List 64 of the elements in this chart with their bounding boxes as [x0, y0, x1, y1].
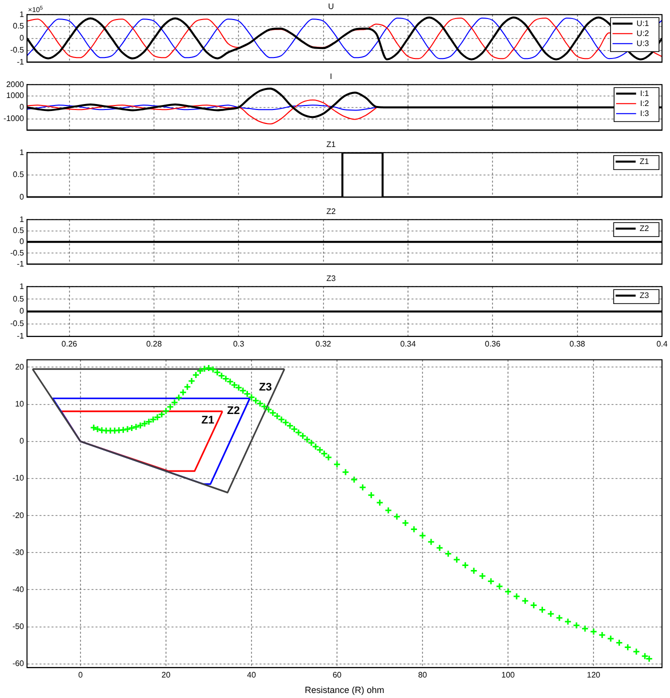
y-tick-label: 0 — [20, 102, 25, 112]
x-tick-label: 0.26 — [62, 339, 78, 348]
series-label: Z2 — [227, 405, 240, 418]
legend-label: Z3 — [640, 290, 650, 300]
y-tick-label: -0.5 — [10, 319, 25, 328]
chart-title: I — [330, 72, 332, 82]
y-tick-label: 10 — [15, 400, 25, 409]
y-tick-label: 0.5 — [12, 22, 25, 31]
y-tick-label: -50 — [12, 622, 25, 632]
y-tick-label: 0 — [20, 237, 25, 246]
y-tick-label: -0.5 — [10, 248, 25, 258]
legend-label: I:2 — [640, 98, 650, 108]
y-tick-label: 0 — [20, 192, 25, 202]
y-tick-label: 1 — [20, 214, 25, 224]
x-tick-label: 100 — [501, 670, 516, 680]
legend-label: U:3 — [636, 38, 650, 48]
y-tick-label: 1000 — [6, 91, 25, 100]
series-label: Z3 — [259, 382, 272, 394]
y-tick-label: -60 — [12, 659, 25, 668]
x-tick-label: 0.28 — [146, 339, 162, 348]
y-tick-label: 0 — [20, 34, 25, 43]
y-tick-label: 1 — [20, 282, 25, 291]
legend-label: Z2 — [640, 224, 650, 233]
legend-label: U:2 — [636, 28, 650, 38]
legend-label: U:1 — [636, 18, 650, 28]
chart-title: U — [328, 2, 334, 12]
y-tick-label: -10 — [12, 474, 25, 483]
y-tick-label: -20 — [12, 510, 25, 520]
y-tick-label: 2000 — [6, 80, 25, 89]
x-tick-label: 80 — [418, 670, 428, 680]
y-tick-label: -1 — [16, 259, 25, 268]
chart-title: Z1 — [326, 140, 336, 150]
y-tick-label: 0.5 — [12, 294, 25, 304]
chart-title: Z2 — [326, 207, 336, 216]
y-tick-label: -0.5 — [10, 46, 25, 55]
x-tick-label: 0.32 — [316, 339, 332, 348]
x-tick-label: 0.34 — [400, 339, 416, 348]
legend-label: I:3 — [640, 108, 650, 118]
legend-label: Z1 — [640, 156, 650, 166]
y-tick-label: -40 — [12, 584, 25, 594]
legend-label: I:1 — [640, 88, 650, 98]
x-tick-label: 0.3 — [233, 339, 245, 348]
series-label: Z1 — [201, 414, 214, 426]
x-tick-label: 120 — [586, 670, 601, 680]
y-tick-label: -1000 — [4, 114, 25, 124]
y-tick-label: 1 — [20, 10, 25, 19]
y-tick-label: -30 — [12, 548, 25, 557]
y-tick-label: 0 — [20, 306, 25, 316]
y-tick-label: 0.5 — [12, 226, 25, 235]
x-tick-label: 0 — [78, 670, 84, 680]
chart-title: Z3 — [326, 274, 336, 284]
y-tick-label: 0 — [20, 436, 25, 446]
x-tick-label: 60 — [332, 670, 342, 680]
x-axis-title: Resistance (R) ohm — [304, 685, 384, 696]
y-tick-label: 20 — [15, 362, 25, 372]
x-tick-label: 0.38 — [570, 339, 586, 348]
x-tick-label: 0.36 — [484, 339, 501, 348]
y-tick-label: 0.5 — [12, 170, 25, 180]
x-tick-label: 40 — [247, 670, 256, 680]
y-tick-label: 1 — [20, 148, 25, 157]
x-tick-label: 20 — [162, 670, 171, 680]
y-tick-label: -1 — [16, 332, 25, 341]
x-tick-label: 0.4 — [656, 339, 668, 348]
y-tick-label: -1 — [16, 57, 25, 66]
